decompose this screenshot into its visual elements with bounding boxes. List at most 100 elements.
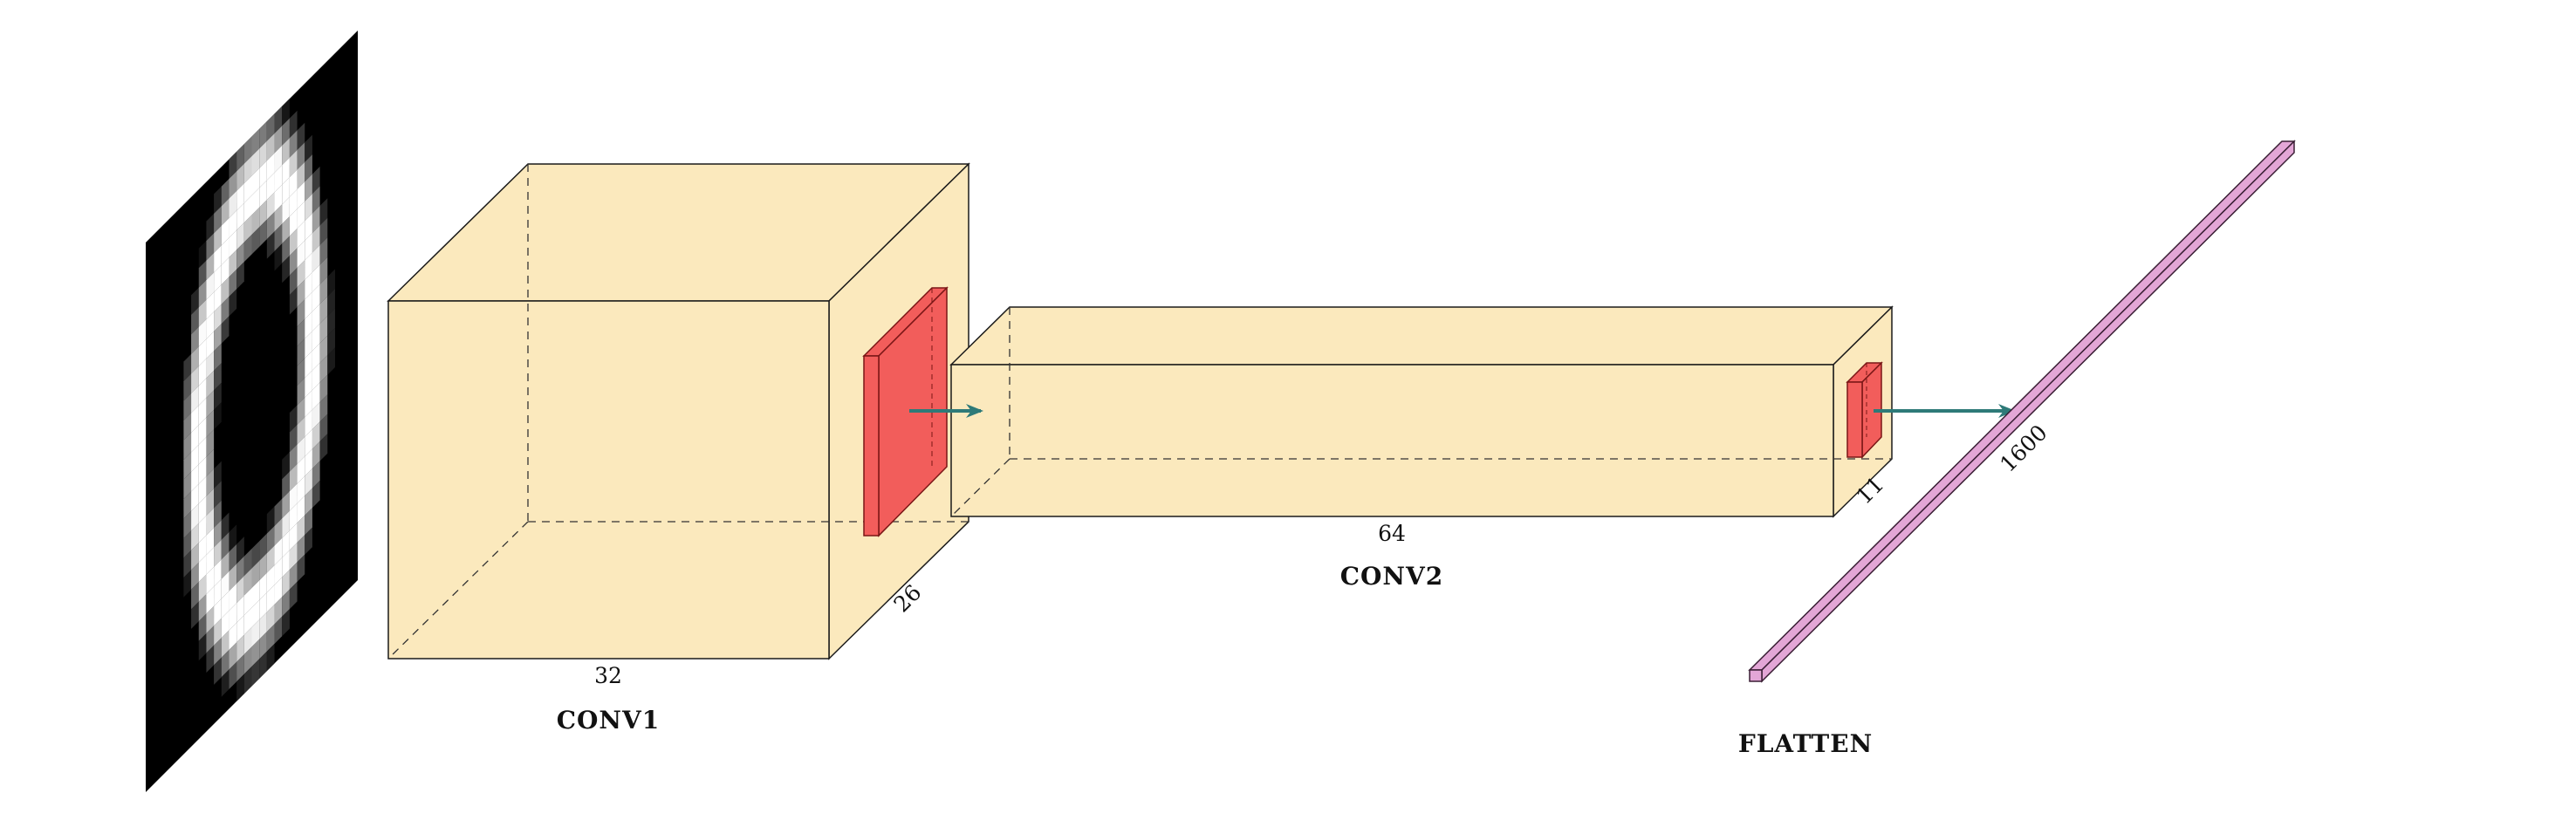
input-pixel: [206, 409, 215, 438]
input-pixel: [221, 512, 230, 540]
flatten-front-face: [1749, 669, 1763, 682]
input-pixel: [282, 157, 290, 185]
input-pixel: [266, 113, 275, 141]
input-pixel: [282, 177, 290, 205]
input-pixel: [327, 269, 335, 297]
input-pixel: [297, 456, 305, 484]
input-pixel: [305, 233, 312, 261]
input-pixel: [259, 612, 267, 639]
input-pixel: [251, 619, 260, 647]
input-pixel: [229, 622, 237, 651]
input-pixel: [229, 642, 237, 670]
input-pixel: [305, 488, 312, 516]
input-pixel: [289, 169, 298, 197]
input-pixel: [312, 401, 320, 430]
input-pixel: [289, 149, 298, 178]
input-pixel: [243, 136, 252, 164]
input-pixel: [282, 196, 290, 224]
input-pixel: [266, 584, 275, 612]
conv1-front-face: [387, 300, 830, 660]
input-pixel: [259, 572, 267, 600]
input-pixel: [198, 241, 207, 269]
input-pixel: [297, 554, 305, 582]
input-pixel: [266, 643, 275, 672]
input-pixel: [289, 542, 298, 571]
input-pixel: [236, 144, 244, 172]
input-pixel: [183, 413, 192, 441]
input-pixel: [221, 316, 230, 344]
input-pixel: [312, 244, 320, 273]
input-pixel: [259, 632, 267, 660]
input-pixel: [289, 267, 298, 296]
input-pixel: [319, 335, 328, 363]
input-pixel: [305, 174, 312, 202]
input-pixel: [305, 508, 312, 536]
input-pixel: [198, 496, 207, 523]
input-pixel: [289, 208, 298, 236]
input-pixel: [297, 279, 305, 307]
input-pixel: [289, 188, 298, 217]
input-pixel: [229, 603, 237, 631]
input-pixel: [312, 382, 320, 410]
input-pixel: [312, 284, 320, 312]
input-pixel: [327, 328, 335, 356]
input-pixel: [319, 198, 328, 226]
input-pixel: [312, 461, 320, 489]
input-pixel: [243, 607, 252, 635]
input-pixel: [274, 616, 283, 644]
input-pixel: [251, 541, 260, 569]
input-pixel: [319, 316, 328, 344]
input-pixel: [251, 659, 260, 687]
input-pixel: [319, 237, 328, 265]
input-pixel: [282, 138, 290, 166]
input-pixel: [198, 378, 207, 406]
input-pixel: [206, 233, 215, 261]
input-pixel: [297, 221, 305, 249]
input-pixel: [297, 240, 305, 268]
input-pixel: [319, 394, 328, 422]
input-pixel: [297, 496, 305, 523]
input-pixel: [183, 471, 192, 500]
input-pixel: [274, 537, 283, 565]
input-pixel: [319, 414, 328, 441]
input-pixel: [274, 165, 283, 193]
input-pixel: [289, 248, 298, 276]
input-pixel: [183, 491, 192, 519]
input-pixel: [236, 576, 244, 604]
input-pixel: [282, 452, 290, 480]
input-pixel: [259, 180, 267, 208]
input-pixel: [305, 252, 312, 280]
input-pixel: [214, 382, 222, 410]
input-pixel: [183, 530, 192, 558]
input-pixel: [214, 539, 222, 567]
input-pixel: [221, 551, 230, 579]
input-pixel: [305, 194, 312, 222]
input-pixel: [221, 669, 230, 697]
input-pixel: [221, 277, 230, 304]
conv2-width-label: 64: [1378, 521, 1406, 546]
input-pixel: [274, 126, 283, 154]
input-pixel: [236, 634, 244, 662]
input-pixel: [183, 393, 192, 421]
input-pixel: [243, 568, 252, 596]
input-pixel: [289, 444, 298, 472]
input-pixel: [183, 510, 192, 539]
input-pixel: [236, 163, 244, 191]
input-pixel: [221, 532, 230, 560]
input-pixel: [206, 252, 215, 281]
input-pixel: [266, 545, 275, 573]
input-pixel: [282, 609, 290, 637]
input-pixel: [319, 374, 328, 402]
input-pixel: [243, 588, 252, 616]
input-pixel: [289, 130, 298, 158]
input-pixel: [266, 564, 275, 593]
input-pixel: [183, 373, 192, 401]
input-pixel: [191, 543, 199, 571]
conv1-block: 32 26 CONV1: [387, 162, 970, 735]
flatten-caption: FLATTEN: [1738, 729, 1873, 758]
input-pixel: [214, 363, 222, 391]
input-pixel: [266, 525, 275, 554]
input-pixel: [198, 633, 207, 661]
input-pixel: [297, 318, 305, 346]
